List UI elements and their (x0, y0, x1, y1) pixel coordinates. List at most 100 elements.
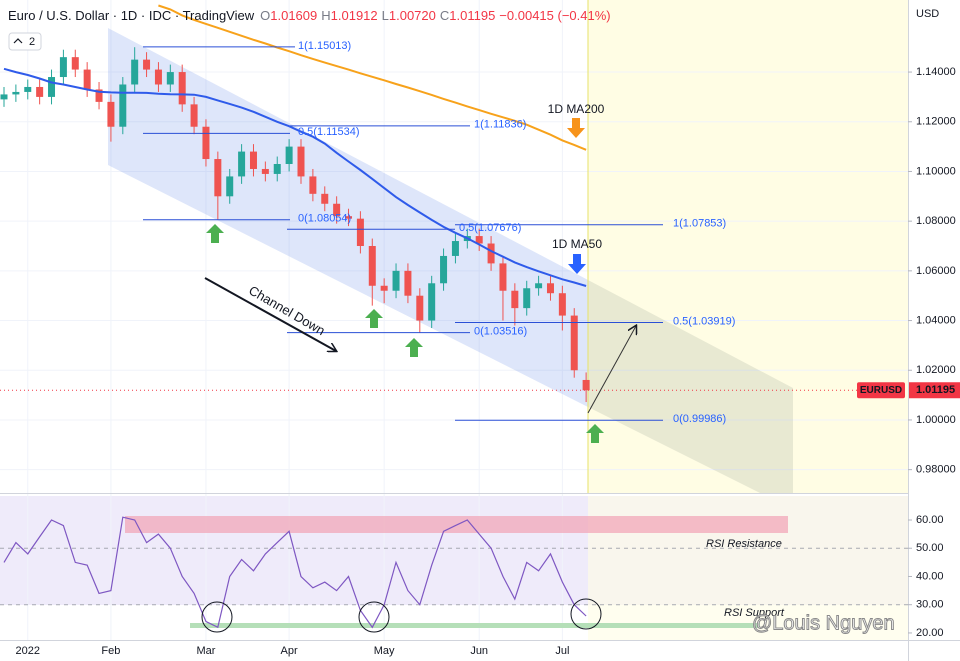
x-tick-label: May (374, 645, 395, 657)
currency: USD (916, 8, 939, 20)
rsi-line (3, 516, 587, 629)
fib-label: 1(1.07853) (673, 218, 726, 230)
legend-value: 1.01609 (270, 8, 317, 23)
y-tick-label: 20.00 (916, 627, 944, 639)
y-tick-label: 1.02000 (916, 364, 956, 376)
candle-body (95, 89, 103, 102)
candle-body (273, 164, 281, 174)
candle-body (190, 104, 198, 127)
y-tick-label: 30.00 (916, 599, 944, 611)
x-tick-label: Feb (101, 645, 120, 657)
header: Euro / U.S. Dollar · 1D · IDC · TradingV… (8, 8, 611, 23)
price-box (909, 382, 960, 399)
candle-body (333, 203, 341, 217)
grid (0, 0, 908, 640)
y-tick-label: 40.00 (916, 570, 944, 582)
candle-body (261, 168, 269, 174)
y-tick-label: 1.06000 (916, 265, 956, 277)
candle-body (380, 285, 388, 291)
ma-label: 1D MA200 (548, 102, 605, 116)
ma50-arrow (568, 254, 586, 274)
candle-body (368, 246, 376, 286)
x-tick-label: 2022 (16, 645, 40, 657)
candle-body (440, 255, 448, 284)
watermark: @Louis Nguyen (752, 612, 895, 634)
candle-body (48, 77, 56, 97)
badge[interactable]: 2 (29, 36, 35, 48)
candle-body (71, 57, 79, 70)
candle-body (249, 151, 257, 169)
y-tick-label: 1.08000 (916, 215, 956, 227)
candle-body (523, 288, 531, 309)
rsi-annotation: RSI Support (724, 607, 785, 619)
ma-label: 1D MA50 (552, 237, 602, 251)
button-frame[interactable] (8, 32, 42, 51)
candle-body (582, 379, 590, 391)
fib-label: 0.5(1.07676) (459, 222, 521, 234)
candle-body (119, 84, 127, 127)
candle-body (214, 159, 222, 197)
candle-body (83, 69, 91, 90)
candle-body (131, 59, 139, 85)
candle-body (511, 290, 519, 309)
candle-body (356, 218, 364, 247)
candle-body (487, 243, 495, 264)
legend-value: 1.00720 (389, 8, 436, 23)
y-tick-label: 1.00000 (916, 414, 956, 426)
up-arrows (206, 224, 604, 443)
price-label: 1.01195 (916, 384, 955, 396)
x-tick-label: Jul (555, 645, 569, 657)
symbol-box (857, 382, 905, 399)
moving-average (3, 67, 587, 287)
rsi-annotation: RSI Resistance (706, 538, 782, 550)
symbol-label: EURUSD (860, 385, 902, 396)
x-tick-label: Apr (281, 645, 298, 657)
candle-body (570, 315, 578, 371)
toolbar-button[interactable]: 2 (8, 32, 42, 51)
candle-body (535, 283, 543, 289)
candle-body (285, 146, 293, 165)
candle-body (166, 72, 174, 85)
candle-body (24, 86, 32, 92)
candle-body (546, 283, 554, 294)
y-tick-label: 50.00 (916, 542, 944, 554)
candle-body (475, 236, 483, 244)
y-tick-label: 1.14000 (916, 66, 956, 78)
candle-body (202, 126, 210, 160)
candle-body (345, 216, 353, 219)
candle-body (0, 94, 8, 100)
fib-label: 0(1.08054) (298, 213, 351, 225)
fib-label: 0.5(1.11534) (298, 126, 360, 138)
marks (0, 4, 908, 629)
fib-label: 0(1.03516) (474, 325, 527, 337)
legend-label: C (440, 8, 449, 23)
candle-body (143, 59, 151, 70)
x-tick-label: Jun (470, 645, 488, 657)
candle-body (499, 263, 507, 291)
x-tick-label: Mar (196, 645, 215, 657)
candle-body (309, 176, 317, 194)
fib-label: 0.5(1.03919) (673, 315, 735, 327)
candle-body (59, 57, 67, 78)
fib-label: 1(1.15013) (298, 40, 351, 52)
candle-body (238, 151, 246, 177)
candle-body (226, 176, 234, 197)
legend-label: O (260, 8, 270, 23)
chart-title: Euro / U.S. Dollar · 1D · IDC · TradingV… (8, 8, 255, 23)
candle-body (558, 293, 566, 316)
y-tick-label: 1.10000 (916, 165, 956, 177)
fib-label: 0(0.99986) (673, 413, 726, 425)
y-tick-label: 1.04000 (916, 314, 956, 326)
candle-body (416, 295, 424, 321)
candle-body (178, 72, 186, 105)
ma200-arrow (567, 118, 585, 138)
moving-average (158, 4, 587, 151)
legend-value: 1.01912 (331, 8, 378, 23)
candle-body (392, 270, 400, 291)
y-tick-label: 60.00 (916, 514, 944, 526)
legend-value: 1.01195 (449, 8, 495, 23)
candle-body (12, 91, 20, 95)
candle-body (297, 146, 305, 177)
